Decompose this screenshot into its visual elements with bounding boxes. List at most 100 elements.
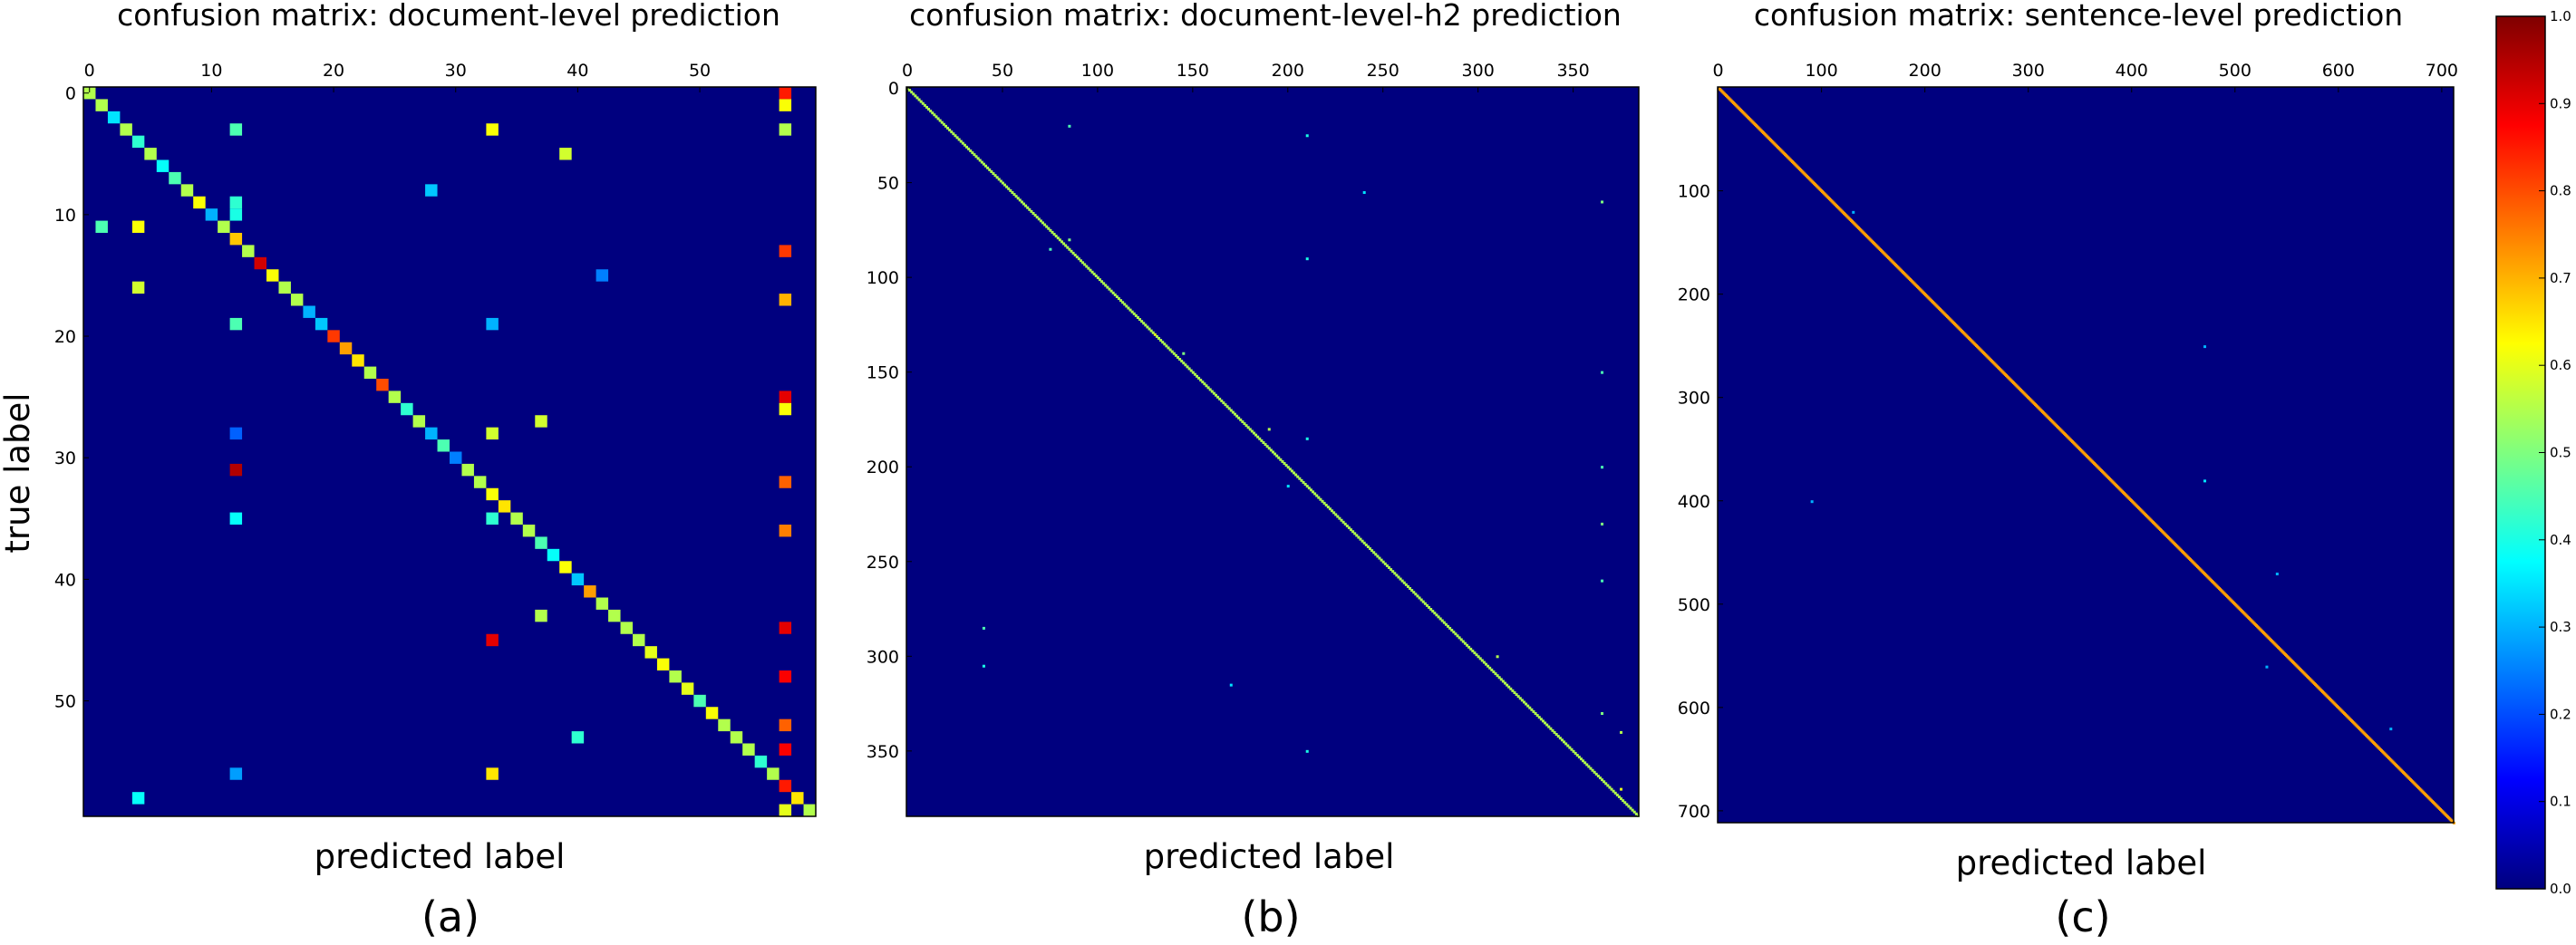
heatmap-cell — [1186, 365, 1189, 369]
heatmap-cell — [1852, 210, 1855, 214]
heatmap-cell — [1009, 188, 1012, 192]
x-axis-label-c: predicted label — [1956, 844, 2207, 882]
heatmap-cell — [1534, 712, 1537, 715]
heatmap-cell — [1049, 228, 1052, 232]
heatmap-cell — [1423, 602, 1427, 605]
heatmap-cell — [229, 427, 243, 440]
heatmap-cell — [779, 743, 792, 756]
heatmap-cell — [1459, 638, 1463, 641]
heatmap-cell — [955, 136, 959, 140]
heatmap-cell — [1357, 535, 1361, 539]
y-tick-label: 500 — [1678, 595, 1710, 615]
heatmap-cell — [1167, 346, 1170, 350]
heatmap-cell — [522, 525, 536, 537]
x-tick-labels-c: 0 100 200 300 400 500 600 700 — [1713, 61, 2458, 92]
heatmap-cell — [1305, 749, 1309, 753]
heatmap-cell — [1018, 198, 1022, 202]
heatmap-cell — [1210, 390, 1214, 393]
heatmap-cell — [1254, 433, 1258, 437]
heatmap-cell — [995, 176, 999, 179]
heatmap-cell — [156, 159, 169, 172]
heatmap-cell — [1496, 674, 1499, 678]
heatmap-cell — [1503, 681, 1506, 685]
heatmap-cell — [1047, 227, 1051, 230]
heatmap-cell — [1428, 605, 1431, 609]
x-axis-label-a: predicted label — [315, 837, 566, 876]
heatmap-cell — [1471, 650, 1475, 652]
heatmap-cell — [1035, 216, 1039, 219]
x-tick-label: 200 — [1909, 61, 1942, 81]
heatmap-cell — [1620, 787, 1623, 791]
heatmap-cell — [2203, 345, 2207, 349]
heatmap-cell — [767, 767, 780, 780]
heatmap-cell — [229, 463, 243, 477]
heatmap-cell — [1440, 619, 1444, 622]
heatmap-cell — [1450, 629, 1454, 632]
heatmap-cell — [486, 512, 499, 525]
heatmap-cell — [1174, 353, 1177, 357]
heatmap-cell — [1134, 313, 1138, 317]
heatmap-cell — [1119, 299, 1123, 303]
heatmap-cell — [437, 439, 450, 452]
heatmap-cell — [1007, 187, 1011, 190]
heatmap-cell — [1244, 424, 1248, 428]
heatmap-cell — [779, 525, 792, 537]
heatmap-cell — [1585, 763, 1589, 767]
heatmap-cell — [1182, 352, 1186, 355]
heatmap-cell — [1409, 587, 1412, 590]
heatmap-cell — [915, 96, 919, 100]
heatmap-cell — [1545, 723, 1549, 727]
heatmap-cell — [1043, 223, 1047, 227]
heatmap-cell — [1328, 507, 1332, 511]
heatmap-cell — [1205, 384, 1208, 388]
heatmap-cell — [1030, 209, 1033, 213]
heatmap-cell — [1014, 195, 1018, 198]
heatmap-cell — [1497, 676, 1501, 680]
heatmap-cell — [131, 281, 145, 294]
heatmap-cell — [1485, 662, 1488, 666]
x-tick-labels-a: 0 10 20 30 40 50 — [84, 61, 711, 92]
heatmap-cell — [988, 168, 992, 171]
heatmap-cell — [1155, 334, 1158, 338]
heatmap-cell — [1117, 297, 1120, 301]
heatmap-cell — [1332, 511, 1336, 515]
heatmap-cell — [315, 317, 328, 331]
heatmap-cell — [1487, 664, 1490, 668]
heatmap-cell — [1096, 276, 1099, 280]
heatmap-cell — [1475, 653, 1478, 657]
heatmap-cell — [779, 804, 792, 816]
x-tick-label: 600 — [2322, 61, 2355, 81]
heatmap-cell — [1180, 360, 1184, 363]
heatmap-panel-c: confusion matrix: sentence-level predict… — [1678, 0, 2458, 941]
heatmap-cell — [1631, 808, 1634, 812]
heatmap-cell — [229, 767, 243, 780]
heatmap-cell — [1087, 266, 1090, 270]
heatmap-cell — [1237, 416, 1241, 419]
heatmap-panel-b: confusion matrix: document-level-h2 pred… — [867, 0, 1640, 941]
heatmap-cell — [1092, 272, 1096, 275]
heatmap-cell — [990, 170, 993, 173]
heatmap-cell — [1615, 793, 1619, 796]
heatmap-cell — [1526, 704, 1530, 708]
heatmap-cell — [1083, 263, 1087, 266]
heatmap-cell — [1632, 810, 1636, 814]
heatmap-cell — [1551, 728, 1554, 732]
heatmap-cell — [1322, 501, 1326, 505]
heatmap-cell — [656, 658, 670, 670]
heatmap-cell — [1066, 246, 1070, 249]
x-tick-label: 300 — [2012, 61, 2045, 81]
heatmap-cell — [1227, 407, 1231, 410]
heatmap-cell — [2275, 573, 2279, 576]
heatmap-cell — [1366, 545, 1370, 548]
heatmap-cell — [327, 330, 340, 342]
heatmap-cell — [1629, 806, 1632, 810]
heatmap-cell — [1108, 287, 1111, 291]
heatmap-cell — [486, 123, 499, 136]
heatmap-cell — [917, 98, 921, 101]
heatmap-cell — [1109, 289, 1113, 293]
heatmap-cell — [486, 427, 499, 440]
heatmap-cell — [278, 281, 291, 294]
heatmap-cell — [1387, 566, 1390, 569]
heatmap-cell — [1560, 738, 1564, 742]
heatmap-cell — [1144, 323, 1148, 327]
